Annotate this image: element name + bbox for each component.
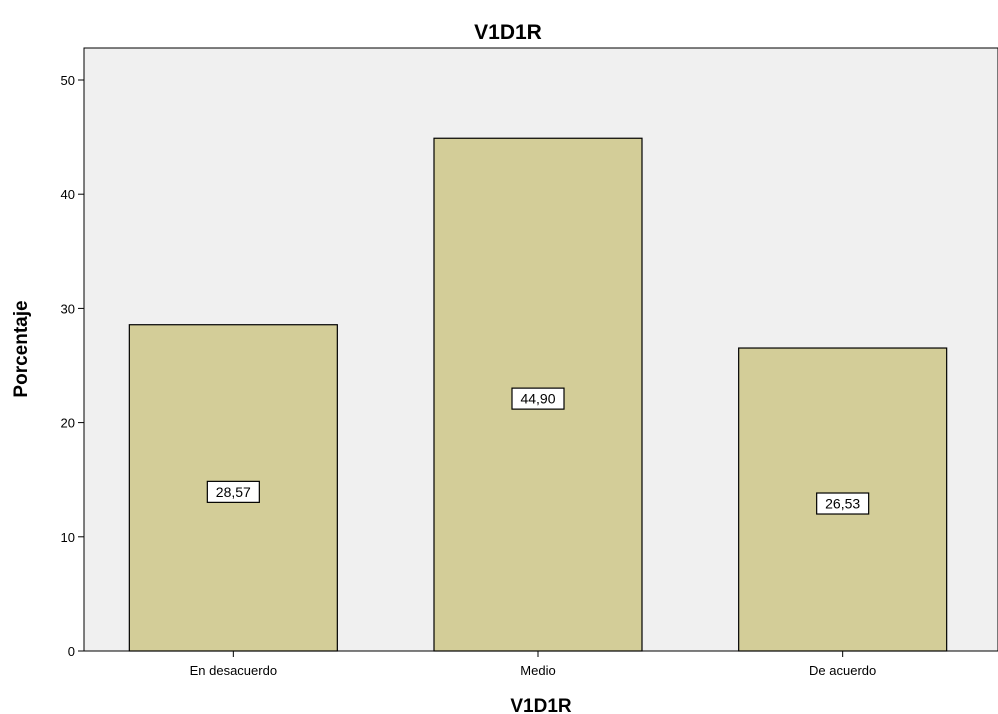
y-tick-label: 0	[68, 644, 75, 659]
data-label-box	[511, 387, 565, 410]
x-axis: En desacuerdo Medio De acuerdo	[190, 651, 876, 678]
y-tick-label: 10	[61, 530, 75, 545]
data-label: 44,90	[520, 391, 555, 407]
data-label: 28,57	[216, 484, 251, 500]
y-tick-label: 40	[61, 187, 75, 202]
y-tick-label: 20	[61, 416, 75, 431]
y-tick-label: 30	[61, 301, 75, 316]
chart-title: V1D1R	[474, 21, 542, 44]
x-axis-title: V1D1R	[510, 696, 572, 714]
data-label-box	[206, 480, 260, 503]
x-tick-label: De acuerdo	[809, 663, 876, 678]
data-label: 26,53	[825, 496, 860, 512]
y-axis: 0 10 20 30 40 50	[61, 73, 84, 659]
x-tick-label: Medio	[520, 663, 555, 678]
bars-group: 28,57 44,90 26,53	[128, 137, 948, 652]
data-label-box	[816, 492, 870, 515]
y-axis-title: Porcentaje	[11, 300, 32, 397]
x-tick-label: En desacuerdo	[190, 663, 277, 678]
y-tick-label: 50	[61, 73, 75, 88]
